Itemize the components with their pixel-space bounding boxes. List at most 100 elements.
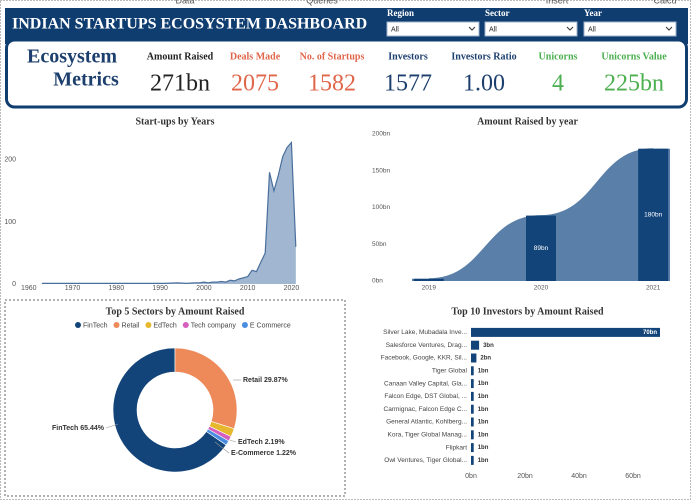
filter-dropdown[interactable] [386, 21, 480, 37]
column [638, 148, 669, 281]
y-tick-label: 50bn [372, 241, 387, 248]
x-tick-label: 2020 [284, 285, 300, 292]
ribbon-item: Insert [546, 0, 569, 5]
kpi-label: Investors Ratio [451, 51, 516, 62]
kpi-label: Amount Raised [147, 51, 214, 62]
value-label: 1bn [478, 420, 489, 426]
filter-dropdown[interactable] [583, 21, 677, 37]
value-label: 2bn [480, 356, 491, 362]
x-tick-label: 1990 [152, 285, 168, 292]
bar [471, 404, 474, 414]
ribbon-item: Queries [306, 0, 338, 5]
y-tick-label: Kora, Tiger Global Manag... [388, 432, 468, 439]
bar [471, 366, 474, 376]
bar [471, 327, 660, 337]
kpi-label: No. of Startups [300, 51, 365, 62]
dropdown-chevron [665, 26, 673, 31]
x-tick-label: 2020 [534, 285, 549, 292]
leader-line [214, 441, 230, 454]
x-tick-label: 20bn [517, 473, 533, 480]
legend-swatch [145, 322, 152, 328]
y-tick-label: 0bn [372, 278, 383, 285]
bar [471, 379, 474, 389]
kpi-label: Unicorns Value [601, 51, 667, 62]
data-label: FinTech 65.44% [52, 425, 105, 432]
line [41, 140, 297, 285]
value-label: 1bn [478, 394, 489, 400]
value-label: 1bn [478, 407, 489, 413]
filter-label: Year [584, 8, 602, 18]
filter-dropdown[interactable] [484, 21, 578, 37]
legend-label: EdTech [153, 322, 176, 329]
dropdown-chevron [468, 26, 476, 31]
kpi-value: 271bn [150, 71, 210, 97]
kpi-value: 1582 [308, 71, 356, 97]
legend-label: Tech company [191, 322, 237, 329]
value-label: 89bn [534, 245, 549, 252]
kpi-value: 1577 [384, 71, 432, 97]
legend-swatch [75, 322, 81, 328]
leader-line [105, 423, 119, 429]
value-label: 1bn [478, 381, 489, 387]
y-tick-label: General Atlantic, Kohlberg... [386, 419, 467, 426]
x-tick-label: 2000 [196, 285, 212, 292]
area-fill [412, 148, 670, 281]
kpi-label: Deals Made [230, 51, 281, 62]
chart-title: Amount Raised by year [477, 116, 578, 127]
legend-label: FinTech [83, 322, 108, 329]
value-label: 1bn [478, 445, 489, 451]
x-tick-label: 2010 [240, 285, 256, 292]
bar [471, 391, 474, 401]
metrics-title: Ecosystem [27, 46, 117, 68]
chart-title: Top 10 Investors by Amount Raised [451, 306, 604, 317]
y-tick-label: Owl Ventures, Tiger Global... [384, 457, 467, 464]
donut-slice [205, 428, 230, 446]
metrics-title: Metrics [53, 69, 119, 91]
filter-value: All [391, 26, 399, 33]
y-tick-label: Flipkart [446, 444, 468, 451]
value-label: 1bn [478, 368, 489, 374]
bar [471, 417, 474, 427]
value-label: 180bn [644, 212, 662, 219]
x-tick-label: 1960 [21, 285, 37, 292]
legend-swatch [113, 322, 120, 328]
x-tick-label: 1970 [65, 285, 81, 292]
bar [471, 443, 474, 453]
chart-title: Start-ups by Years [135, 116, 214, 127]
y-tick-label: Tiger Global [432, 368, 468, 375]
column [526, 215, 556, 281]
y-tick-label: 200 [4, 157, 16, 164]
legend-label: Retail [122, 322, 140, 329]
y-tick-label: Falcon Edge, DST Global, ... [384, 393, 467, 400]
legend-label: E Commerce [250, 322, 291, 329]
kpi-label: Unicorns [539, 51, 578, 62]
filter-value: All [489, 26, 497, 33]
ribbon-item: Calcu [653, 0, 676, 5]
area-fill [41, 142, 296, 284]
donut-slice [174, 347, 238, 430]
x-tick-label: 2019 [422, 285, 437, 292]
bar [471, 353, 477, 363]
bar [471, 455, 474, 465]
data-label: EdTech 2.19% [238, 439, 285, 446]
kpi-label: Investors [388, 51, 428, 62]
filter-label: Region [387, 8, 414, 18]
kpi-value: 1.00 [463, 71, 505, 97]
value-label: 70bn [643, 330, 657, 336]
kpi-value: 225bn [604, 71, 664, 97]
y-tick-label: Salesforce Ventures, Drag... [386, 342, 467, 349]
value-label: 3bn [483, 343, 494, 349]
x-tick-label: 40bn [571, 473, 587, 480]
y-tick-label: 0 [12, 281, 16, 288]
y-tick-label: Facebook, Google, KKR, Sil... [381, 355, 468, 362]
filter-label: Sector [485, 8, 510, 18]
kpi-value: 2075 [231, 71, 279, 97]
bar [471, 340, 480, 350]
chart-title: Top 5 Sectors by Amount Raised [106, 306, 245, 317]
y-tick-label: 100bn [372, 204, 390, 211]
donut-slice [112, 347, 227, 473]
data-label: Retail 29.87% [243, 377, 289, 384]
x-tick-label: 60bn [625, 473, 641, 480]
ribbon-item: Data [175, 0, 194, 5]
y-tick-label: 150bn [372, 167, 390, 174]
